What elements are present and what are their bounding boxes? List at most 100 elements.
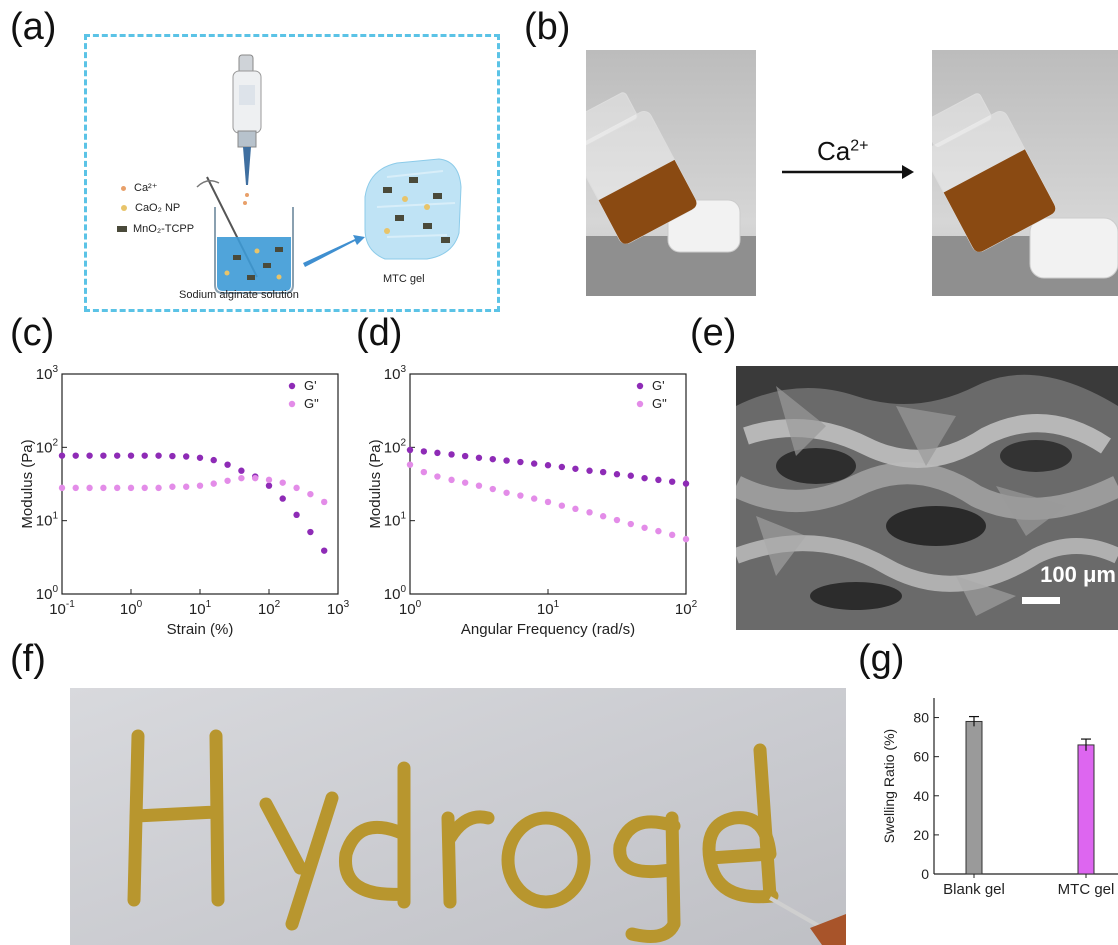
chart-g-bar bbox=[965, 720, 983, 875]
chart-d-point-s1 bbox=[668, 531, 676, 539]
beaker-label: Sodium alginate solution bbox=[179, 289, 299, 301]
letter-r bbox=[441, 810, 495, 909]
chart-c-ytick-label: 101 bbox=[36, 511, 59, 530]
chart-c-ylabel: Modulus (Pa) bbox=[19, 439, 36, 528]
chart-d-point-s1 bbox=[599, 513, 607, 520]
chart-c-point-s0 bbox=[169, 452, 176, 460]
letter-g bbox=[613, 811, 681, 943]
ca-arrow-label: Ca2+ bbox=[817, 136, 869, 167]
vial-photo-before bbox=[586, 50, 756, 296]
chart-d-point-s1 bbox=[572, 505, 579, 513]
letter-o bbox=[501, 811, 591, 909]
letter-d bbox=[339, 761, 411, 909]
chart-d-xtick-label: 101 bbox=[537, 599, 560, 618]
chart-c-point-s0 bbox=[155, 452, 162, 459]
chart-c-point-s0 bbox=[265, 482, 273, 489]
chart-c-point-s0 bbox=[224, 461, 231, 468]
transition-arrow-icon bbox=[782, 165, 914, 179]
chart-c-xtick-label: 102 bbox=[258, 599, 281, 618]
chart-g-ytick-label: 40 bbox=[913, 788, 929, 804]
chart-d-point-s1 bbox=[586, 509, 593, 516]
cao2-dot-icon bbox=[121, 205, 127, 212]
chart-d-point-s0 bbox=[517, 458, 524, 466]
chart-c-xtick-label: 100 bbox=[120, 599, 143, 618]
chart-d-ytick-label: 103 bbox=[384, 364, 407, 383]
process-arrow-icon bbox=[303, 235, 365, 267]
chart-g-ytick-label: 20 bbox=[913, 827, 929, 843]
chart-d-legend-marker-s1 bbox=[636, 400, 644, 408]
chart-d-ytick-label: 100 bbox=[384, 584, 407, 603]
syringe-hub bbox=[810, 914, 846, 945]
chart-c-point-s1 bbox=[196, 482, 204, 489]
chart-d-legend-label-s1: G" bbox=[652, 396, 667, 411]
sem-image: 100 μm bbox=[736, 366, 1118, 630]
chart-c-point-s1 bbox=[307, 490, 314, 498]
chart-c-xtick-label: 103 bbox=[327, 599, 350, 618]
ca-dot-icon bbox=[121, 185, 126, 191]
chart-d-point-s0 bbox=[613, 471, 621, 478]
chart-d-point-s1 bbox=[517, 492, 524, 499]
chart-d-point-s1 bbox=[448, 476, 455, 484]
chart-d-ytick-label: 101 bbox=[384, 511, 407, 530]
chart-d-point-s0 bbox=[420, 448, 428, 455]
chart-c-ytick-label: 102 bbox=[36, 437, 59, 456]
chart-d-point-s0 bbox=[641, 474, 648, 482]
chart-d-point-s0 bbox=[434, 449, 441, 457]
chart-c-point-s0 bbox=[100, 452, 107, 459]
chart-g-bar bbox=[1077, 744, 1095, 875]
chart-c-xtick-label: 10-1 bbox=[49, 599, 75, 618]
legend-item-cao2: CaO₂ NP bbox=[121, 202, 180, 214]
chart-g-ytick-label: 80 bbox=[913, 710, 929, 726]
chart-c-point-s0 bbox=[86, 452, 93, 459]
chart-c-point-s0 bbox=[114, 452, 121, 459]
chart-d-point-s0 bbox=[586, 467, 593, 474]
chart-d-point-s0 bbox=[599, 468, 607, 476]
beaker-icon bbox=[214, 207, 294, 294]
legend-item-ca: Ca²⁺ bbox=[121, 181, 158, 194]
chart-d: 100 101 102 100 101 102 103 Angular Frequency (… bbox=[367, 364, 698, 638]
chart-c-point-s0 bbox=[210, 456, 217, 464]
chart-d-ytick-label: 102 bbox=[384, 437, 407, 456]
chart-c-point-s1 bbox=[114, 484, 121, 492]
chart-d-point-s0 bbox=[475, 454, 483, 461]
chart-g-ytick-label: 60 bbox=[913, 749, 929, 765]
panel-label-c: (c) bbox=[10, 312, 55, 354]
chart-c-point-s1 bbox=[127, 484, 135, 492]
chart-c-legend-label-s1: G" bbox=[304, 396, 319, 411]
chart-c-point-s0 bbox=[196, 454, 204, 461]
chart-d-point-s1 bbox=[627, 520, 634, 528]
arrow-label-base: Ca bbox=[817, 136, 851, 166]
chart-c-ytick-label: 103 bbox=[36, 364, 59, 383]
chart-g-category-label: MTC gel bbox=[1058, 881, 1115, 898]
chart-d-point-s0 bbox=[558, 463, 566, 471]
chart-c-point-s1 bbox=[321, 498, 328, 506]
legend-label-mno2: MnO₂-TCPP bbox=[133, 223, 195, 235]
chart-c-point-s0 bbox=[72, 452, 79, 459]
chart-d-legend-marker-s0 bbox=[636, 382, 644, 390]
chart-c-point-s0 bbox=[238, 467, 245, 474]
chart-d-xtick-label: 100 bbox=[399, 599, 422, 618]
chart-c-point-s1 bbox=[210, 480, 217, 487]
chart-c-point-s1 bbox=[155, 484, 162, 492]
chart-c-point-s1 bbox=[265, 476, 273, 484]
chart-g: 0 20 40 60 80 Swelling Ratio (%) Blank gel MTC … bbox=[881, 698, 1118, 898]
scale-bar bbox=[1022, 597, 1060, 604]
panel-label-a: (a) bbox=[10, 6, 57, 48]
schematic-drawing bbox=[196, 54, 462, 294]
letter-h bbox=[127, 729, 225, 907]
vial-photo-after bbox=[932, 50, 1118, 296]
chart-c-point-s1 bbox=[224, 477, 231, 484]
chart-c-point-s1 bbox=[279, 479, 286, 486]
chart-d-point-s0 bbox=[668, 478, 676, 485]
legend-label-cao2: CaO₂ NP bbox=[135, 202, 181, 214]
chart-c-point-s1 bbox=[86, 484, 93, 492]
chart-c-point-s1 bbox=[72, 484, 79, 492]
scale-bar-label: 100 μm bbox=[1040, 562, 1116, 587]
chart-d-point-s0 bbox=[627, 472, 634, 479]
chart-c-point-s0 bbox=[141, 452, 148, 459]
panel-label-d: (d) bbox=[356, 312, 403, 354]
chart-d-point-s0 bbox=[530, 460, 538, 467]
legend-label-ca: Ca²⁺ bbox=[134, 182, 158, 194]
letter-l bbox=[753, 743, 777, 903]
